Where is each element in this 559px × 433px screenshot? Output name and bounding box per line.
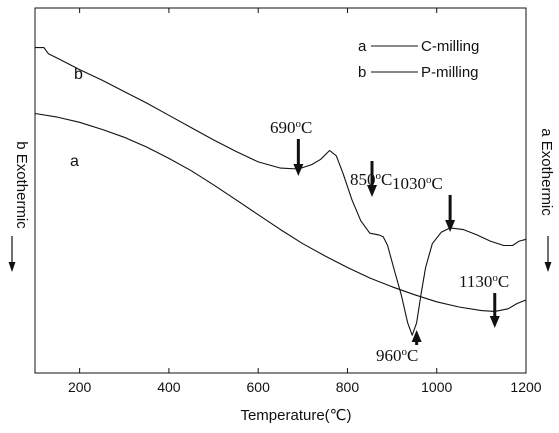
annotation-1030: 1030oC [392,174,456,232]
series-line-a [34,112,527,312]
annotation-label-960: 960oC [376,346,418,365]
x-axis-ticks [79,8,527,373]
x-tick-label-1200: 1200 [510,379,541,395]
annotation-850: 850oC [350,161,392,197]
x-tick-label-800: 800 [336,379,360,395]
annotation-arrow-head-1130 [489,316,500,328]
x-tick-label-400: 400 [157,379,181,395]
annotation-1130: 1130oC [459,272,509,328]
annotation-arrow-head-960 [411,330,422,342]
annotation-label-850: 850oC [350,170,392,189]
peak-annotations: 690oC 850oC 1030oC 1130oC 960oC [270,118,509,365]
annotation-690: 690oC [270,118,312,176]
x-axis-tick-labels: 200 400 600 800 1000 1200 [68,379,542,395]
right-axis-title-group: a Exothermic [538,128,555,272]
x-tick-label-200: 200 [68,379,92,395]
legend-key-a: a [358,38,367,55]
curve-label-b: b [74,66,83,83]
right-axis-arrow-head [544,262,552,272]
annotation-label-1130: 1130oC [459,272,509,291]
annotation-960: 960oC [376,330,422,365]
x-tick-label-600: 600 [247,379,271,395]
legend-key-b: b [358,64,366,81]
annotation-arrow-head-1030 [445,220,456,232]
legend-name-a: C-milling [421,38,479,55]
plot-frame [34,7,527,374]
series-curves [34,47,527,336]
legend-name-b: P-milling [421,64,479,81]
x-tick-label-1000: 1000 [421,379,452,395]
annotation-arrow-head-690 [293,164,304,176]
annotation-arrow-head-850 [367,185,378,197]
curve-label-a: a [70,153,79,170]
right-axis-title: a Exothermic [538,128,555,216]
annotation-label-1030: 1030oC [392,174,443,193]
left-axis-title: b Exothermic [13,141,30,229]
x-axis-title: Temperature(℃) [240,407,351,424]
left-axis-arrow-head [8,262,16,272]
annotation-label-690: 690oC [270,118,312,137]
left-axis-title-group: b Exothermic [8,141,30,272]
series-line-b [35,47,527,336]
legend: a C-milling b P-milling [358,38,479,81]
